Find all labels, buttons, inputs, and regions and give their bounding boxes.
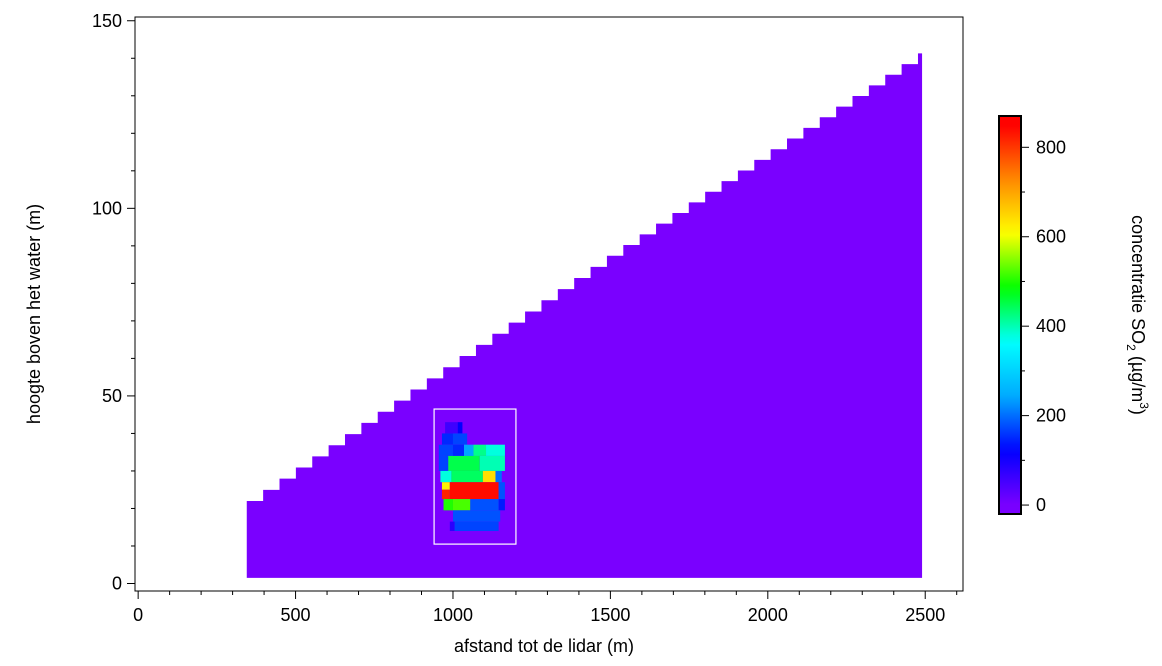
heatmap-cell-6 <box>463 444 474 456</box>
colorbar-tick-label-200: 200 <box>1036 406 1066 426</box>
heatmap-cell-24 <box>452 510 501 522</box>
colorbar-gradient <box>998 115 1022 515</box>
heatmap-cell-4 <box>438 444 453 456</box>
colorbar-label: concentratie SO2 (µg/m3) <box>1124 215 1151 415</box>
x-tick-label-2500: 2500 <box>905 605 945 625</box>
heatmap-cell-23 <box>498 499 505 511</box>
heatmap-cell-26 <box>449 521 455 531</box>
heatmap-cell-15 <box>495 470 502 483</box>
heatmap-cell-13 <box>451 470 483 483</box>
heatmap-cell-9 <box>438 455 449 471</box>
plot-area <box>246 53 923 578</box>
x-tick-label-2000: 2000 <box>748 605 788 625</box>
heatmap-cell-1 <box>457 422 463 434</box>
scan-region <box>246 53 923 578</box>
y-axis-label: hoogte boven het water (m) <box>24 204 44 424</box>
colorbar: 0 200 400 600 800 concentratie SO2 (µg/m3) <box>998 115 1151 515</box>
plot-frame <box>134 16 964 592</box>
x-tick-label-1500: 1500 <box>590 605 630 625</box>
colorbar-tick-label-0: 0 <box>1036 495 1046 515</box>
colorbar-tick-label-600: 600 <box>1036 227 1066 247</box>
x-axis-label: afstand tot de lidar (m) <box>454 636 634 656</box>
y-tick-label-0: 0 <box>112 573 122 593</box>
heatmap-cell-7 <box>473 444 487 456</box>
heatmap-cell-5 <box>452 444 464 456</box>
heatmap-cell-21 <box>452 499 471 511</box>
heatmap-cell-12 <box>440 470 452 483</box>
heatmap-cell-0 <box>445 422 458 434</box>
x-tick-label-1000: 1000 <box>433 605 473 625</box>
heatmap-cell-14 <box>482 470 496 483</box>
axes: 0 500 1000 1500 2000 2500 0 50 100 150 afstand tot… <box>24 11 964 656</box>
heatmap-cell-18 <box>441 489 450 500</box>
plume-box <box>433 408 517 545</box>
y-tick-label-100: 100 <box>92 198 122 218</box>
heatmap-cell-17 <box>449 482 499 500</box>
heatmap-cell-8 <box>486 444 505 456</box>
heatmap-cell-25 <box>454 521 499 531</box>
heatmap-cell-22 <box>470 499 499 511</box>
heatmap-cell-11 <box>479 455 505 471</box>
heatmap-cell-2 <box>441 433 453 445</box>
x-tick-label-0: 0 <box>133 605 143 625</box>
y-tick-label-50: 50 <box>102 386 122 406</box>
colorbar-tick-label-800: 800 <box>1036 137 1066 157</box>
colorbar-tick-label-400: 400 <box>1036 316 1066 336</box>
heatmap-cell-16 <box>441 482 450 490</box>
y-tick-label-150: 150 <box>92 11 122 31</box>
heatmap-cell-19 <box>498 482 505 500</box>
heatmap-cell-10 <box>448 455 480 471</box>
heatmap-cell-3 <box>452 433 468 445</box>
heatmap-cell-20 <box>443 499 453 511</box>
x-tick-label-500: 500 <box>281 605 311 625</box>
